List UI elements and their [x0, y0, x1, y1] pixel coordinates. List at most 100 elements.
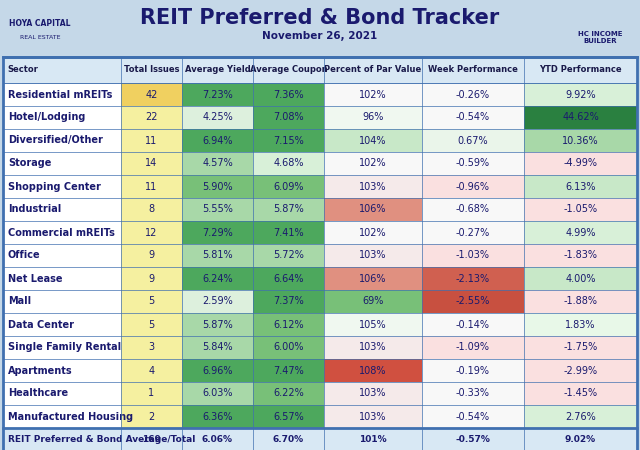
Text: 7.15%: 7.15% [273, 135, 304, 145]
FancyBboxPatch shape [182, 405, 253, 428]
Text: 6.13%: 6.13% [565, 181, 596, 192]
Text: 1.83%: 1.83% [565, 320, 596, 329]
Text: Net Lease: Net Lease [8, 274, 63, 284]
Text: 6.09%: 6.09% [273, 181, 304, 192]
Text: Shopping Center: Shopping Center [8, 181, 101, 192]
Text: Commercial mREITs: Commercial mREITs [8, 228, 115, 238]
Text: 105%: 105% [359, 320, 387, 329]
FancyBboxPatch shape [324, 129, 422, 152]
Text: 106%: 106% [359, 204, 387, 215]
FancyBboxPatch shape [524, 198, 637, 221]
FancyBboxPatch shape [182, 382, 253, 405]
FancyBboxPatch shape [253, 428, 324, 450]
Text: REIT Preferred & Bond Tracker: REIT Preferred & Bond Tracker [140, 8, 500, 28]
FancyBboxPatch shape [422, 290, 524, 313]
Text: -2.55%: -2.55% [456, 297, 490, 306]
Text: -1.83%: -1.83% [563, 251, 598, 261]
Text: 5.81%: 5.81% [202, 251, 233, 261]
Text: Apartments: Apartments [8, 365, 72, 375]
Text: -0.96%: -0.96% [456, 181, 490, 192]
FancyBboxPatch shape [3, 405, 121, 428]
Text: -0.27%: -0.27% [456, 228, 490, 238]
Text: 6.64%: 6.64% [273, 274, 304, 284]
Text: -1.88%: -1.88% [563, 297, 598, 306]
Text: 9: 9 [148, 251, 155, 261]
Text: Storage: Storage [8, 158, 51, 168]
Text: -4.99%: -4.99% [563, 158, 598, 168]
Text: 6.70%: 6.70% [273, 436, 304, 445]
Text: 9.02%: 9.02% [565, 436, 596, 445]
FancyBboxPatch shape [121, 175, 182, 198]
Text: Average Yield: Average Yield [184, 66, 250, 75]
Text: 6.22%: 6.22% [273, 388, 304, 399]
FancyBboxPatch shape [253, 405, 324, 428]
FancyBboxPatch shape [253, 83, 324, 106]
FancyBboxPatch shape [422, 198, 524, 221]
Text: -2.99%: -2.99% [563, 365, 598, 375]
FancyBboxPatch shape [324, 267, 422, 290]
Text: 102%: 102% [359, 158, 387, 168]
FancyBboxPatch shape [3, 221, 121, 244]
FancyBboxPatch shape [524, 405, 637, 428]
FancyBboxPatch shape [3, 359, 121, 382]
Text: Total Issues: Total Issues [124, 66, 179, 75]
FancyBboxPatch shape [324, 313, 422, 336]
Text: -0.54%: -0.54% [456, 411, 490, 422]
FancyBboxPatch shape [121, 428, 182, 450]
Text: -1.45%: -1.45% [563, 388, 598, 399]
Text: 2: 2 [148, 411, 155, 422]
Text: HOYA CAPITAL: HOYA CAPITAL [9, 19, 71, 28]
Text: -0.26%: -0.26% [456, 90, 490, 99]
Text: 5.84%: 5.84% [202, 342, 233, 352]
FancyBboxPatch shape [121, 244, 182, 267]
FancyBboxPatch shape [3, 313, 121, 336]
Text: Mall: Mall [8, 297, 31, 306]
FancyBboxPatch shape [253, 267, 324, 290]
Text: 6.57%: 6.57% [273, 411, 304, 422]
Text: 103%: 103% [359, 251, 387, 261]
FancyBboxPatch shape [524, 221, 637, 244]
Text: REIT Preferred & Bond Average/Total: REIT Preferred & Bond Average/Total [8, 436, 195, 445]
FancyBboxPatch shape [182, 244, 253, 267]
FancyBboxPatch shape [121, 83, 182, 106]
Text: Average Coupon: Average Coupon [250, 66, 327, 75]
FancyBboxPatch shape [422, 129, 524, 152]
Text: 103%: 103% [359, 181, 387, 192]
FancyBboxPatch shape [422, 175, 524, 198]
FancyBboxPatch shape [422, 428, 524, 450]
Text: 12: 12 [145, 228, 157, 238]
Text: 11: 11 [145, 181, 157, 192]
FancyBboxPatch shape [3, 129, 121, 152]
FancyBboxPatch shape [422, 267, 524, 290]
FancyBboxPatch shape [253, 382, 324, 405]
FancyBboxPatch shape [324, 359, 422, 382]
Text: -1.05%: -1.05% [563, 204, 598, 215]
FancyBboxPatch shape [253, 336, 324, 359]
Text: Office: Office [8, 251, 40, 261]
FancyBboxPatch shape [182, 106, 253, 129]
Text: -0.68%: -0.68% [456, 204, 490, 215]
FancyBboxPatch shape [524, 83, 637, 106]
FancyBboxPatch shape [422, 106, 524, 129]
Text: 96%: 96% [362, 112, 384, 122]
Text: 5.72%: 5.72% [273, 251, 304, 261]
FancyBboxPatch shape [3, 382, 121, 405]
FancyBboxPatch shape [524, 313, 637, 336]
Text: 7.08%: 7.08% [273, 112, 304, 122]
FancyBboxPatch shape [324, 152, 422, 175]
Text: 7.29%: 7.29% [202, 228, 233, 238]
FancyBboxPatch shape [324, 198, 422, 221]
Text: 102%: 102% [359, 228, 387, 238]
Text: 4.57%: 4.57% [202, 158, 233, 168]
Text: REAL ESTATE: REAL ESTATE [20, 35, 60, 40]
FancyBboxPatch shape [253, 152, 324, 175]
FancyBboxPatch shape [4, 4, 76, 55]
Text: 6.00%: 6.00% [273, 342, 304, 352]
FancyBboxPatch shape [3, 175, 121, 198]
FancyBboxPatch shape [564, 4, 636, 55]
FancyBboxPatch shape [422, 313, 524, 336]
Text: Sector: Sector [7, 66, 38, 75]
FancyBboxPatch shape [121, 106, 182, 129]
FancyBboxPatch shape [121, 221, 182, 244]
FancyBboxPatch shape [182, 221, 253, 244]
